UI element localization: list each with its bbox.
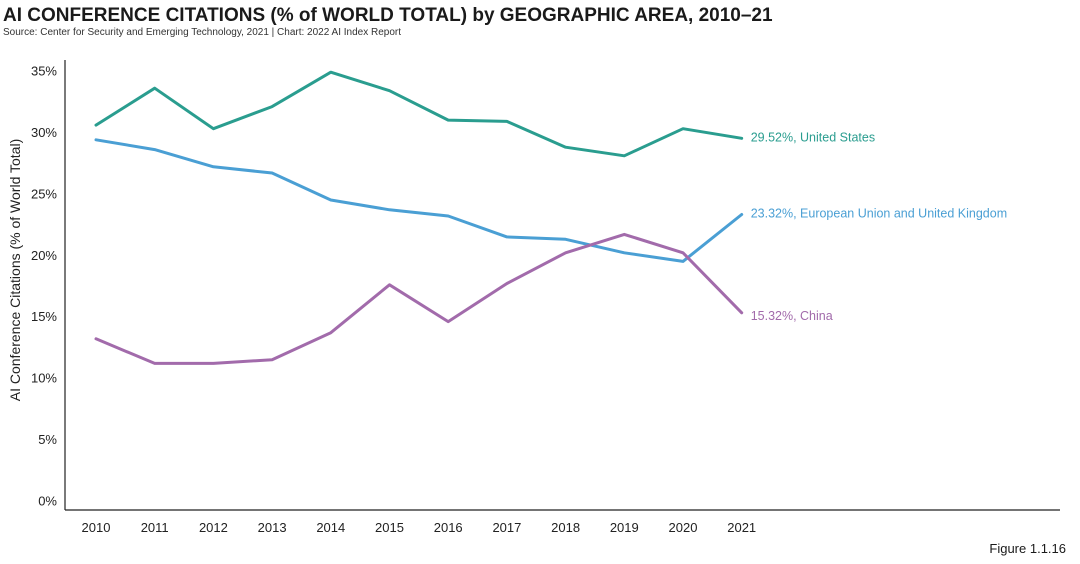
x-tick-label: 2013 <box>258 520 287 535</box>
series-end-label: 23.32%, European Union and United Kingdo… <box>751 206 1007 220</box>
y-axis-title: AI Conference Citations (% of World Tota… <box>7 139 23 402</box>
x-tick-label: 2015 <box>375 520 404 535</box>
figure-number: Figure 1.1.16 <box>989 541 1066 556</box>
x-tick-label: 2021 <box>727 520 756 535</box>
y-tick-label: 30% <box>31 125 57 140</box>
x-tick-label: 2014 <box>316 520 345 535</box>
series-end-label: 15.32%, China <box>751 309 833 323</box>
y-tick-label: 5% <box>38 432 57 447</box>
x-tick-label: 2016 <box>434 520 463 535</box>
x-tick-label: 2011 <box>141 520 169 535</box>
series-line-china <box>94 232 744 365</box>
x-tick-label: 2017 <box>492 520 521 535</box>
y-tick-label: 35% <box>31 64 57 79</box>
y-tick-group: 0% 5% 10% 15% 20% 25% 30% 35% <box>31 64 57 509</box>
series-line-united-states <box>94 70 744 158</box>
y-tick-label: 0% <box>38 494 57 509</box>
series-label-group: 29.52%, United States 23.32%, European Un… <box>751 130 1007 322</box>
series-line-european-union-and-united-kingdom <box>94 138 744 263</box>
series-group <box>94 70 744 365</box>
chart-source: Source: Center for Security and Emerging… <box>3 27 402 38</box>
y-tick-label: 20% <box>31 248 57 263</box>
x-tick-label: 2010 <box>82 520 111 535</box>
series-end-label: 29.52%, United States <box>751 130 875 144</box>
x-tick-label: 2019 <box>610 520 639 535</box>
y-tick-label: 15% <box>31 309 57 324</box>
x-tick-label: 2012 <box>199 520 228 535</box>
x-tick-label: 2018 <box>551 520 580 535</box>
chart-title: AI CONFERENCE CITATIONS (% of WORLD TOTA… <box>3 5 773 26</box>
y-tick-label: 25% <box>31 186 57 201</box>
y-tick-label: 10% <box>31 371 57 386</box>
x-tick-group: 2010 2011 2012 2013 2014 2015 2016 2017 2018 2019… <box>82 520 757 535</box>
x-tick-label: 2020 <box>669 520 698 535</box>
